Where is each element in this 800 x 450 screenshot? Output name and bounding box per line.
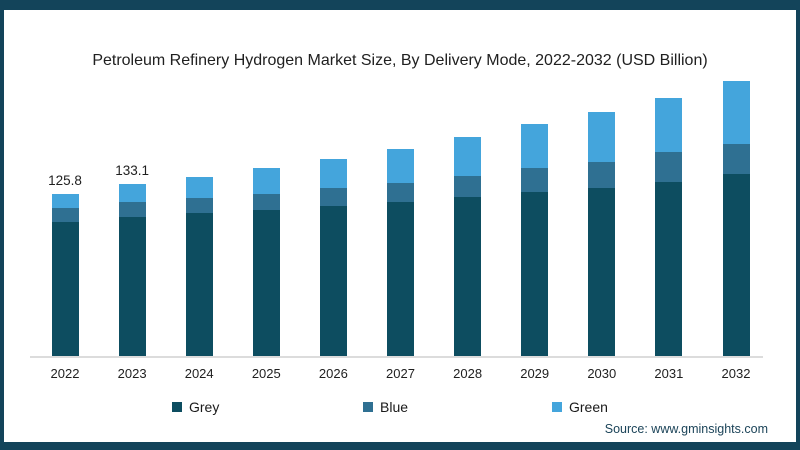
chart-title: Petroleum Refinery Hydrogen Market Size,… bbox=[92, 52, 708, 69]
bar-2023 bbox=[118, 184, 146, 356]
bar-2028 bbox=[454, 137, 482, 356]
segment-blue-2031 bbox=[655, 152, 683, 182]
segment-grey-2025 bbox=[252, 209, 280, 356]
segment-grey-2030 bbox=[588, 188, 616, 356]
legend-item-grey: Grey bbox=[172, 399, 219, 415]
legend-label-blue: Blue bbox=[380, 399, 409, 415]
segment-blue-2027 bbox=[387, 183, 414, 203]
x-tick-2031: 2031 bbox=[654, 366, 684, 381]
bar-2024 bbox=[185, 176, 213, 356]
segment-green-2023 bbox=[118, 184, 146, 202]
value-label-2023: 133.1 bbox=[115, 163, 149, 179]
segment-grey-2023 bbox=[118, 216, 146, 356]
x-tick-2029: 2029 bbox=[520, 366, 550, 381]
segment-grey-2032 bbox=[722, 174, 750, 356]
segment-grey-2024 bbox=[185, 213, 213, 356]
x-tick-2024: 2024 bbox=[184, 366, 214, 381]
segment-blue-2026 bbox=[319, 187, 347, 206]
segment-grey-2029 bbox=[521, 192, 549, 356]
bar-2022 bbox=[51, 193, 79, 356]
x-tick-2027: 2027 bbox=[386, 366, 415, 381]
segment-green-2024 bbox=[185, 176, 213, 198]
segment-green-2026 bbox=[319, 159, 347, 188]
segment-green-2028 bbox=[454, 137, 482, 176]
legend-swatch-green bbox=[552, 402, 562, 412]
bar-2025 bbox=[252, 167, 280, 356]
segment-green-2022 bbox=[51, 193, 79, 208]
segment-blue-2023 bbox=[118, 201, 146, 217]
segment-green-2027 bbox=[387, 148, 414, 184]
bar-2030 bbox=[588, 111, 616, 356]
segment-blue-2025 bbox=[252, 193, 280, 210]
segment-blue-2032 bbox=[722, 144, 750, 175]
source-text: Source: www.gminsights.com bbox=[604, 422, 768, 436]
segment-green-2029 bbox=[521, 123, 549, 169]
legend-item-blue: Blue bbox=[363, 399, 408, 415]
legend-item-green: Green bbox=[552, 399, 608, 415]
bar-2026 bbox=[319, 159, 347, 356]
segment-green-2030 bbox=[588, 111, 616, 163]
segment-grey-2028 bbox=[454, 196, 482, 356]
segment-blue-2022 bbox=[51, 207, 79, 222]
segment-blue-2030 bbox=[588, 162, 616, 189]
segment-grey-2022 bbox=[51, 221, 79, 356]
x-tick-2023: 2023 bbox=[117, 366, 147, 381]
x-tick-2030: 2030 bbox=[587, 366, 617, 381]
legend-label-grey: Grey bbox=[189, 399, 220, 415]
x-tick-2028: 2028 bbox=[453, 366, 483, 381]
segment-blue-2029 bbox=[521, 168, 549, 193]
x-tick-2025: 2025 bbox=[251, 366, 281, 381]
bar-2029 bbox=[521, 123, 549, 356]
bar-2027 bbox=[387, 148, 414, 356]
segment-grey-2026 bbox=[319, 205, 347, 356]
x-tick-2022: 2022 bbox=[50, 366, 80, 381]
value-label-2022: 125.8 bbox=[48, 172, 82, 188]
x-tick-2032: 2032 bbox=[721, 366, 751, 381]
x-axis-line bbox=[30, 356, 763, 358]
legend-swatch-blue bbox=[363, 402, 373, 412]
legend-swatch-grey bbox=[172, 402, 182, 412]
bar-2031 bbox=[655, 97, 683, 356]
bar-2032 bbox=[722, 80, 750, 356]
segment-green-2025 bbox=[252, 167, 280, 194]
segment-green-2031 bbox=[655, 97, 683, 153]
segment-green-2032 bbox=[722, 80, 750, 145]
segment-grey-2027 bbox=[387, 202, 414, 356]
x-tick-2026: 2026 bbox=[318, 366, 348, 381]
segment-grey-2031 bbox=[655, 181, 683, 356]
legend-label-green: Green bbox=[569, 399, 608, 415]
segment-blue-2028 bbox=[454, 175, 482, 197]
segment-blue-2024 bbox=[185, 197, 213, 214]
